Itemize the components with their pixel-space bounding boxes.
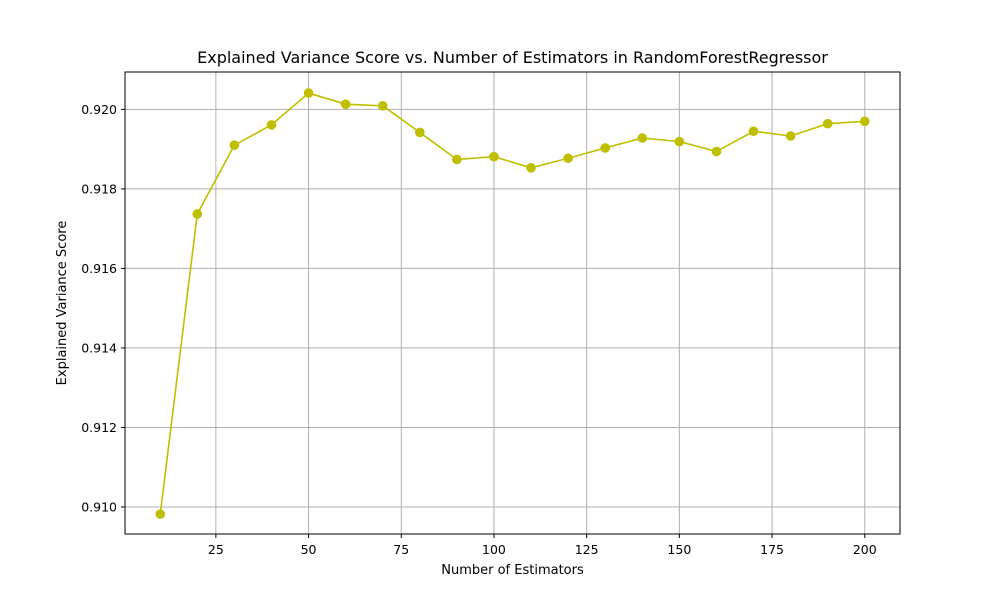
- y-tick-label: 0.912: [81, 420, 117, 435]
- data-point: [340, 99, 351, 110]
- data-point: [563, 153, 573, 164]
- data-point: [859, 116, 870, 127]
- data-point: [674, 136, 685, 147]
- data-point: [822, 118, 833, 129]
- x-tick-label: 100: [482, 542, 506, 557]
- x-tick-label: 200: [853, 542, 877, 557]
- data-point: [637, 133, 648, 143]
- series-layer: [155, 88, 870, 519]
- x-axis: 25 50 75 100 125 150 175 200: [208, 534, 877, 557]
- data-point: [748, 126, 759, 137]
- y-tick-label: 0.916: [81, 261, 117, 276]
- grid: [125, 72, 900, 534]
- y-axis: 0.910 0.912 0.914 0.916 0.918 0.920: [81, 102, 125, 514]
- data-point: [229, 140, 240, 150]
- data-point: [414, 127, 425, 138]
- data-point: [711, 146, 722, 157]
- x-tick-label: 75: [393, 542, 409, 557]
- x-tick-label: 125: [575, 542, 599, 557]
- data-point: [266, 120, 277, 130]
- x-tick-label: 25: [208, 542, 224, 557]
- data-point: [303, 88, 314, 98]
- x-tick-label: 175: [760, 542, 784, 557]
- data-point: [452, 154, 462, 165]
- y-tick-label: 0.920: [81, 102, 117, 117]
- data-point: [489, 151, 499, 162]
- plot-frame: [124, 71, 901, 535]
- y-tick-label: 0.914: [81, 340, 117, 355]
- y-axis-label: Explained Variance Score: [55, 221, 70, 386]
- x-axis-label: Number of Estimators: [441, 563, 584, 578]
- data-point: [192, 209, 203, 219]
- data-point: [785, 131, 796, 141]
- y-tick-label: 0.918: [81, 181, 117, 196]
- data-point: [600, 143, 611, 153]
- data-point: [526, 163, 536, 173]
- data-point: [155, 509, 166, 519]
- x-tick-label: 150: [667, 542, 691, 557]
- y-tick-label: 0.910: [81, 499, 117, 514]
- data-point: [377, 100, 388, 111]
- series-line: [159, 92, 865, 515]
- chart-title: Explained Variance Score vs. Number of E…: [197, 48, 828, 67]
- x-tick-label: 50: [301, 542, 317, 557]
